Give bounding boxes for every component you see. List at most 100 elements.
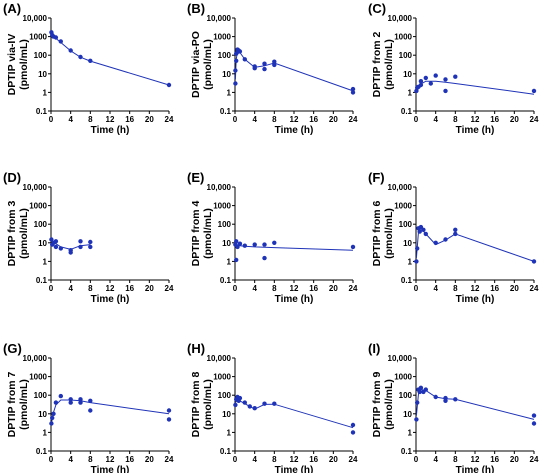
panel-label: (G) [3,341,22,356]
x-tick-label: 0 [233,115,238,124]
data-point [68,250,73,255]
y-tick-label: 10 [403,410,412,419]
data-point [68,400,73,405]
data-point [262,401,267,406]
data-point [58,246,63,251]
y-tick-label: 10,000 [207,183,232,192]
data-point [78,54,83,60]
y-tick-label: 10 [403,239,412,248]
x-tick-label: 0 [49,455,54,464]
data-point [53,400,59,405]
data-point [272,59,277,64]
y-tick-label: 0.1 [36,107,48,116]
data-point [262,61,267,66]
x-tick-label: 4 [252,284,257,293]
data-point [443,237,448,242]
y-tick-label: 100 [218,220,232,229]
x-tick-label: 8 [453,455,458,464]
x-tick-label: 0 [414,115,419,124]
y-tick-label: 1000 [29,202,47,211]
x-tick-label: 16 [309,284,318,293]
y-tick-label: 10 [222,410,231,419]
x-tick-label: 16 [490,115,499,124]
y-axis-unit-label: (pmol/mL) [202,379,214,430]
data-point [350,430,356,435]
x-tick-label: 24 [349,284,358,293]
x-tick-label: 12 [290,455,299,464]
x-tick-label: 16 [309,455,318,464]
y-tick-label: 0.1 [401,276,413,285]
y-axis-unit-label: (pmol/mL) [18,39,30,90]
data-point [58,39,63,44]
x-axis-label: Time (h) [456,294,495,305]
data-point [414,259,419,264]
data-point [234,239,239,244]
x-tick-label: 24 [349,115,358,124]
y-tick-label: 10 [38,70,47,79]
y-tick-label: 0.1 [401,107,413,116]
x-tick-label: 20 [329,284,338,293]
data-point [262,242,267,247]
x-tick-label: 8 [272,284,277,293]
y-axis-label: DPTIP from 8 [190,371,202,437]
y-axis-unit-label: (pmol/mL) [18,208,30,259]
y-tick-label: 10 [38,410,47,419]
data-point [234,58,239,63]
x-tick-label: 0 [233,455,238,464]
data-point [423,75,428,81]
x-tick-label: 24 [530,284,539,293]
y-tick-label: 1000 [213,33,231,42]
data-point [233,68,238,73]
fit-line [235,399,354,429]
chart-panel-5: (E) DPTIP from 4 (pmol/mL) 0.1 1 10 100 1000 10,… [187,170,358,305]
y-axis-label: DPTIP from 3 [6,200,18,266]
y-tick-label: 1 [408,257,413,266]
panel-label: (D) [3,170,21,185]
x-tick-label: 20 [145,284,154,293]
data-point [453,227,458,232]
x-tick-label: 12 [106,115,115,124]
y-tick-label: 1 [227,428,232,437]
x-axis-label: Time (h) [91,294,130,305]
chart-panel-3: (C) DPTIP from 2 (pmol/mL) 0.1 1 10 100 1000 10,… [368,1,539,136]
data-point [234,257,239,263]
y-tick-label: 100 [399,391,413,400]
data-point [418,385,424,390]
data-point [453,397,458,402]
chart-panel-2: (B) DPTIP via-PO (pmol/mL) 0.1 1 10 100 1000 10,… [187,1,358,136]
data-point [443,88,448,94]
x-tick-label: 24 [165,284,174,293]
y-axis-label: DPTIP from 4 [190,200,202,266]
fit-line [50,32,170,86]
panel-label: (B) [187,1,205,16]
x-tick-label: 4 [252,455,257,464]
y-tick-label: 1000 [29,33,47,42]
fit-line [415,227,535,262]
x-tick-label: 24 [530,455,539,464]
y-tick-label: 10,000 [207,354,232,363]
data-point [242,400,247,405]
x-tick-label: 20 [145,115,154,124]
y-axis-label: DPTIP from 9 [371,371,383,437]
data-point [415,400,420,405]
x-tick-label: 12 [106,284,115,293]
x-tick-label: 20 [510,455,519,464]
y-tick-label: 0.1 [401,447,413,456]
y-axis-unit-label: (pmol/mL) [383,39,395,90]
data-point [68,397,73,402]
y-tick-label: 1 [227,88,232,97]
y-axis-label: DPTIP from 2 [371,31,383,97]
chart-panel-1: (A) DPTIP via-IV (pmol/mL) 0.1 1 10 100 1000 10,… [3,1,174,136]
fit-line [50,399,170,424]
y-tick-label: 1 [43,257,48,266]
y-tick-label: 0.1 [220,276,232,285]
x-axis-label: Time (h) [456,125,495,136]
x-tick-label: 16 [125,284,134,293]
chart-panel-6: (F) DPTIP from 6 (pmol/mL) 0.1 1 10 100 1000 10,… [368,170,539,305]
y-tick-label: 0.1 [36,276,48,285]
x-tick-label: 12 [471,115,480,124]
x-tick-label: 4 [68,284,73,293]
data-point [443,398,448,403]
x-axis-label: Time (h) [275,294,314,305]
